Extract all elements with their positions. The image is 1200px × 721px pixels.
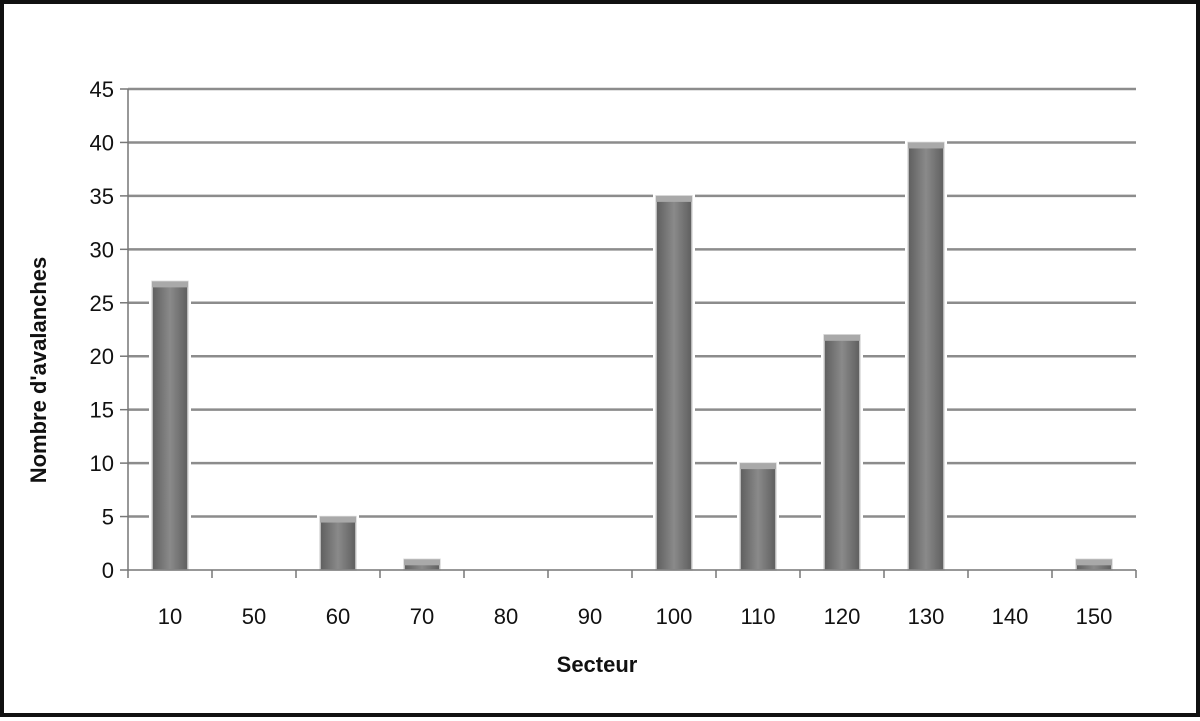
bar-120: [823, 334, 861, 571]
bar-cap: [320, 516, 356, 523]
y-tick-label: 5: [102, 505, 114, 530]
bar-cap: [824, 334, 860, 341]
bar-10: [151, 280, 189, 571]
bar-110: [739, 462, 777, 571]
y-tick-label: 25: [90, 291, 114, 316]
y-tick-label: 0: [102, 558, 114, 583]
bar-cap: [152, 281, 188, 288]
y-tick-label: 30: [90, 237, 114, 262]
y-tick-label: 45: [90, 77, 114, 102]
bar-100: [655, 195, 693, 571]
x-tick-label: 150: [1076, 604, 1113, 629]
bar-cap: [740, 463, 776, 470]
x-tick-label: 140: [992, 604, 1029, 629]
x-tick-label: 110: [740, 604, 775, 629]
bar-cap: [1076, 559, 1112, 566]
bars: [149, 139, 1115, 571]
bar-cap: [908, 142, 944, 149]
x-tick-label: 50: [242, 604, 266, 629]
x-tick-label: 10: [158, 604, 182, 629]
x-tick-label: 70: [410, 604, 434, 629]
bar-chart: 0 5 10 15 20 25 30 35 40 45 10 50 60 70 80 90 100 110 120 1…: [26, 77, 1137, 677]
y-tick-label: 35: [90, 184, 114, 209]
bar-cap: [656, 195, 692, 202]
axes: [120, 88, 1137, 578]
x-tick-label: 60: [326, 604, 350, 629]
gridlines: [128, 87, 1136, 518]
y-axis-title: Nombre d'avalanches: [26, 257, 51, 484]
bar-130: [907, 141, 945, 571]
x-tick-label: 90: [578, 604, 602, 629]
tick-labels: 0 5 10 15 20 25 30 35 40 45 10 50 60 70 80 90 100 110 120 1…: [90, 77, 1113, 629]
y-tick-label: 20: [90, 344, 114, 369]
y-tick-label: 15: [90, 398, 114, 423]
x-tick-label: 130: [908, 604, 945, 629]
bar-cap: [404, 559, 440, 566]
x-tick-label: 100: [656, 604, 693, 629]
x-tick-label: 80: [494, 604, 518, 629]
x-axis-title: Secteur: [557, 652, 638, 677]
y-tick-label: 40: [90, 130, 114, 155]
y-tick-label: 10: [90, 451, 114, 476]
x-tick-label: 120: [824, 604, 861, 629]
bar-60: [319, 515, 357, 571]
